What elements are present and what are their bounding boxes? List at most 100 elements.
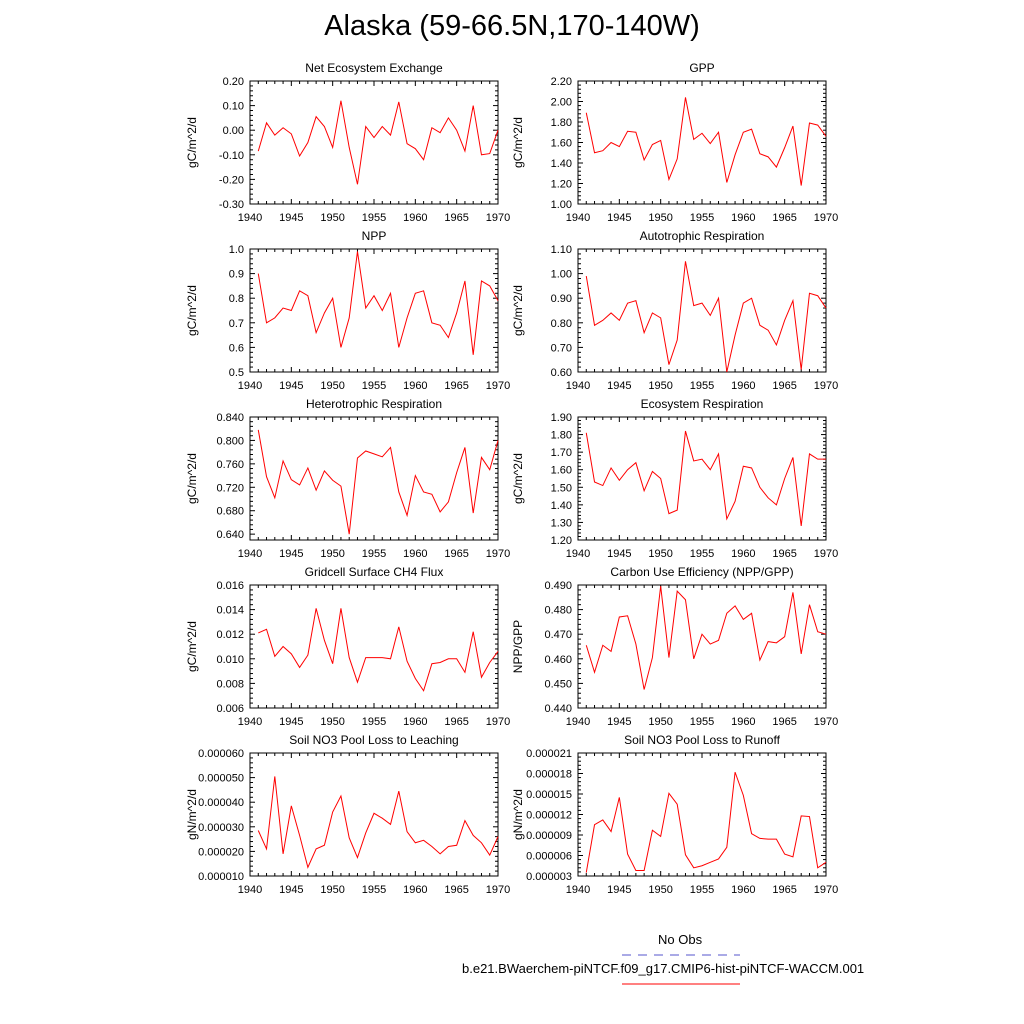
panel-7: Gridcell Surface CH4 Flux 1940 1945 1950 195… xyxy=(185,565,510,728)
x-tick-label: 1955 xyxy=(690,716,714,728)
y-axis-label: gC/m^2/d xyxy=(185,285,199,336)
y-tick-label: 0.000020 xyxy=(198,846,244,858)
x-tick-label: 1955 xyxy=(690,212,714,224)
y-tick-label: 0.000060 xyxy=(198,748,244,760)
y-tick-label: 0.60 xyxy=(551,367,572,379)
x-tick-label: 1970 xyxy=(486,548,510,560)
series-line xyxy=(585,430,826,526)
y-axis-label: gN/m^2/d xyxy=(185,789,199,840)
x-tick-label: 1950 xyxy=(648,716,672,728)
x-tick-label: 1960 xyxy=(403,212,427,224)
x-tick-label: 1950 xyxy=(320,548,344,560)
y-tick-label: 0.450 xyxy=(544,678,572,690)
y-axis-label: gC/m^2/d xyxy=(511,117,525,168)
y-tick-label: 0.000010 xyxy=(198,871,244,883)
y-tick-label: -0.30 xyxy=(219,199,244,211)
panel-title: NPP xyxy=(362,229,387,243)
panel-title: Heterotrophic Respiration xyxy=(306,397,442,411)
y-tick-label: 1.60 xyxy=(551,138,572,150)
panel-title: Net Ecosystem Exchange xyxy=(305,61,443,75)
y-tick-label: 0.000040 xyxy=(198,797,244,809)
y-tick-label: 0.90 xyxy=(551,293,572,305)
x-tick-label: 1965 xyxy=(772,548,796,560)
y-tick-label: -0.10 xyxy=(219,150,244,162)
y-tick-label: 1.20 xyxy=(551,179,572,191)
y-tick-label: 0.70 xyxy=(551,342,572,354)
y-tick-label: 0.20 xyxy=(223,76,244,88)
series-line xyxy=(585,261,827,373)
y-tick-label: 0.016 xyxy=(216,580,244,592)
y-axis-label: gC/m^2/d xyxy=(511,453,525,504)
x-tick-label: 1965 xyxy=(444,884,468,896)
x-tick-label: 1945 xyxy=(279,716,303,728)
panel-title: Soil NO3 Pool Loss to Leaching xyxy=(289,733,458,747)
y-tick-label: 0.000009 xyxy=(526,830,572,842)
plot-frame xyxy=(249,248,499,373)
series-line xyxy=(585,771,827,873)
y-tick-label: 0.00 xyxy=(223,125,244,137)
plot-frame xyxy=(249,416,499,541)
x-tick-label: 1945 xyxy=(607,548,631,560)
y-axis-label: gC/m^2/d xyxy=(185,117,199,168)
plot-frame xyxy=(249,80,499,205)
y-axis-label: gC/m^2/d xyxy=(185,453,199,504)
x-tick-label: 1940 xyxy=(238,212,262,224)
x-tick-label: 1955 xyxy=(362,212,386,224)
x-tick-label: 1940 xyxy=(566,716,590,728)
y-tick-label: 0.000003 xyxy=(526,871,572,883)
x-tick-label: 1960 xyxy=(731,884,755,896)
plot-frame xyxy=(577,416,827,541)
y-tick-label: 0.9 xyxy=(229,269,244,281)
page-title: Alaska (59-66.5N,170-140W) xyxy=(324,10,700,42)
x-tick-label: 1955 xyxy=(690,884,714,896)
x-tick-label: 1950 xyxy=(320,212,344,224)
panel-title: Ecosystem Respiration xyxy=(641,397,764,411)
x-tick-label: 1960 xyxy=(731,548,755,560)
x-tick-label: 1955 xyxy=(362,884,386,896)
y-tick-label: 0.80 xyxy=(551,318,572,330)
y-tick-label: 1.00 xyxy=(551,269,572,281)
x-tick-label: 1945 xyxy=(607,716,631,728)
x-tick-label: 1945 xyxy=(279,212,303,224)
y-tick-label: 0.800 xyxy=(216,435,244,447)
x-tick-label: 1940 xyxy=(238,884,262,896)
y-tick-label: 0.640 xyxy=(216,529,244,541)
x-tick-label: 1940 xyxy=(566,884,590,896)
x-tick-label: 1960 xyxy=(403,380,427,392)
x-tick-label: 1940 xyxy=(238,716,262,728)
y-tick-label: 2.00 xyxy=(551,97,572,109)
x-tick-label: 1955 xyxy=(690,548,714,560)
panel-6: Ecosystem Respiration 1940 1945 1950 1955 196… xyxy=(511,397,838,560)
x-tick-label: 1970 xyxy=(486,212,510,224)
x-tick-label: 1965 xyxy=(772,884,796,896)
y-tick-label: 0.460 xyxy=(544,654,572,666)
y-tick-label: 0.470 xyxy=(544,629,572,641)
x-tick-label: 1970 xyxy=(486,884,510,896)
y-axis-label: gC/m^2/d xyxy=(511,285,525,336)
y-tick-label: 1.50 xyxy=(551,482,572,494)
y-tick-label: 1.80 xyxy=(551,430,572,442)
y-tick-label: 1.00 xyxy=(551,199,572,211)
x-tick-label: 1960 xyxy=(731,212,755,224)
x-tick-label: 1950 xyxy=(648,548,672,560)
x-tick-label: 1950 xyxy=(648,212,672,224)
x-tick-label: 1965 xyxy=(444,380,468,392)
x-tick-label: 1955 xyxy=(690,380,714,392)
y-axis-label: gC/m^2/d xyxy=(185,621,199,672)
x-tick-label: 1945 xyxy=(279,548,303,560)
y-tick-label: 0.720 xyxy=(216,482,244,494)
panel-title: Soil NO3 Pool Loss to Runoff xyxy=(624,733,781,747)
y-tick-label: 0.010 xyxy=(216,654,244,666)
x-tick-label: 1970 xyxy=(814,548,838,560)
x-tick-label: 1970 xyxy=(486,380,510,392)
x-tick-label: 1970 xyxy=(814,212,838,224)
panel-title: Carbon Use Efficiency (NPP/GPP) xyxy=(610,565,793,579)
x-tick-label: 1970 xyxy=(814,884,838,896)
y-tick-label: 0.7 xyxy=(229,318,244,330)
series-line xyxy=(258,608,499,692)
y-tick-label: 0.6 xyxy=(229,342,244,354)
y-tick-label: 0.840 xyxy=(216,412,244,424)
y-tick-label: 0.000018 xyxy=(526,769,572,781)
x-tick-label: 1945 xyxy=(279,884,303,896)
